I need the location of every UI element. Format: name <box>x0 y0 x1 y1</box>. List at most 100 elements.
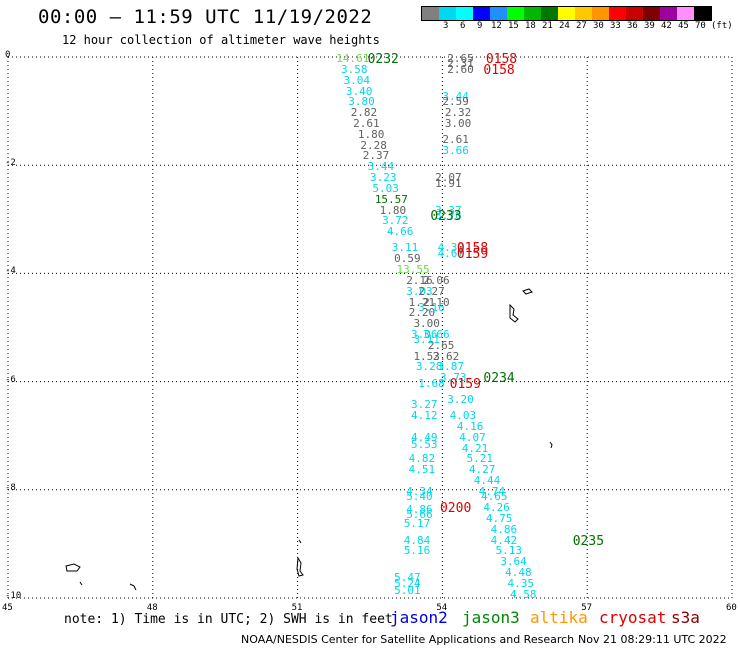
page-title: 00:00 – 11:59 UTC 11/19/2022 <box>38 6 373 28</box>
pass-time-label: 0158 <box>483 62 515 78</box>
wave-height-label: 2.61 <box>442 133 469 147</box>
wave-height-label: 2.07 <box>435 171 462 185</box>
pass-time-label: 0200 <box>439 501 472 517</box>
legend-swatch <box>524 7 541 20</box>
wave-height-label: 5.21 <box>466 452 494 466</box>
island-small-4 <box>298 539 302 544</box>
wave-height-label: 2.10 <box>423 295 450 309</box>
color-legend-labels: 3 6 9 12 15 18 21 24 27 30 33 36 39 42 45 70 <box>421 21 740 33</box>
wave-height-label: 3.66 <box>423 327 450 341</box>
wave-height-label: 3.64 <box>500 555 527 569</box>
pass-time-label: 0158 <box>456 241 489 257</box>
wave-height-label: 4.65 <box>481 490 508 504</box>
island-aldabra <box>65 563 81 572</box>
wave-height-label: 4.44 <box>473 474 501 488</box>
satellite-jason3: jason3 <box>462 608 520 627</box>
legend-swatch <box>609 7 626 20</box>
island-small-2 <box>129 583 137 591</box>
wave-height-label: 4.26 <box>483 501 510 515</box>
wave-height-label: 4.86 <box>406 502 433 516</box>
lat-tick-label: -8 <box>5 482 16 493</box>
wave-height-label: 1.68 <box>418 376 445 390</box>
lon-tick-label: 54 <box>436 603 448 613</box>
footer-note: note: 1) Time is in UTC; 2) SWH is in fe… <box>64 612 393 627</box>
lat-tick-label: 0 <box>5 50 11 60</box>
legend-swatch <box>643 7 660 20</box>
wave-height-label: 4.27 <box>468 463 496 477</box>
pass-time-label: 0232 <box>367 52 399 68</box>
legend-label: 12 <box>491 21 502 31</box>
legend-swatch <box>592 7 609 20</box>
island-mahe <box>509 303 519 323</box>
wave-height-label: 4.82 <box>408 452 436 466</box>
wave-height-label: 3.23 <box>370 171 397 185</box>
wave-height-label: 4.86 <box>490 522 518 536</box>
legend-label: 30 <box>593 21 604 31</box>
map-grid <box>7 56 733 599</box>
legend-label: 33 <box>610 21 621 31</box>
wave-height-label: 2.31 <box>447 57 474 71</box>
wave-height-label: 4.58 <box>509 587 537 601</box>
wave-height-label: 5.01 <box>394 583 421 597</box>
wave-height-label: 4.48 <box>505 566 532 580</box>
wave-height-label: 3.37 <box>435 203 462 217</box>
legend-swatch <box>626 7 643 20</box>
wave-height-label: 3.44 <box>442 89 469 103</box>
legend-swatch <box>439 7 456 20</box>
wave-height-label: 3.76 <box>435 208 462 222</box>
wave-height-label: 3.40 <box>345 84 373 98</box>
legend-swatch <box>660 7 677 20</box>
wave-height-label: 5.17 <box>403 517 431 531</box>
wave-height-label: 1.53 <box>413 349 440 363</box>
wave-height-label: 1.91 <box>435 176 462 190</box>
legend-label: 21 <box>542 21 553 31</box>
island-small-3 <box>79 581 83 586</box>
wave-height-label: 2.20 <box>408 306 436 320</box>
legend-swatch <box>507 7 524 20</box>
wave-height-label: 4.84 <box>403 533 431 547</box>
wave-height-label: 1.80 <box>379 203 407 217</box>
footer-credit: NOAA/NESDIS Center for Satellite Applica… <box>241 633 575 646</box>
legend-label: 42 <box>661 21 672 31</box>
legend-swatch <box>694 7 711 20</box>
lat-tick-label: -6 <box>5 374 16 385</box>
pass-time-label: 0158 <box>485 52 518 68</box>
pass-time-label: 0159 <box>449 376 481 392</box>
island-small-1 <box>549 441 553 449</box>
wave-height-label: 3.16 <box>418 300 445 314</box>
wave-height-label: 2.60 <box>447 62 474 76</box>
wave-height-label: 15.57 <box>374 192 408 206</box>
legend-swatch <box>422 7 439 20</box>
pass-time-label: 0234 <box>483 371 515 387</box>
wave-height-label: 2.65 <box>447 52 474 66</box>
legend-label: 6 <box>460 21 466 31</box>
wave-height-label: 5.40 <box>406 490 433 504</box>
wave-height-label: 4.03 <box>449 409 477 423</box>
satellite-cryosat: cryosat <box>599 608 667 627</box>
lon-tick-label: 60 <box>726 603 737 613</box>
wave-height-label: 4.34 <box>406 484 433 498</box>
islands <box>65 288 553 591</box>
wave-height-label: 3.20 <box>447 392 474 406</box>
legend-label: 15 <box>508 21 519 31</box>
pass-time-label: 0233 <box>430 208 462 224</box>
page-subtitle: 12 hour collection of altimeter wave hei… <box>62 33 380 47</box>
wave-height-label: 3.58 <box>341 62 368 76</box>
lon-tick-label: 45 <box>2 603 13 613</box>
legend-unit: (ft) <box>711 21 733 31</box>
wave-height-label: 4.51 <box>408 463 436 477</box>
wave-height-label: 2.28 <box>360 138 387 152</box>
wave-height-label: 4.12 <box>411 409 438 423</box>
legend-swatch <box>490 7 507 20</box>
legend-swatch <box>456 7 473 20</box>
lat-tick-label: -4 <box>5 266 16 277</box>
wave-height-label: 3.66 <box>442 144 469 158</box>
legend-swatch <box>473 7 490 20</box>
island-providence <box>296 556 304 577</box>
wave-height-label: 2.59 <box>442 95 469 109</box>
wave-height-label: 4.74 <box>478 484 506 498</box>
wave-height-label: 2.27 <box>418 284 445 298</box>
wave-height-label: 4.75 <box>485 511 513 525</box>
wave-height-label: 4.49 <box>411 430 438 444</box>
wave-height-label: 4.30 <box>437 241 465 255</box>
